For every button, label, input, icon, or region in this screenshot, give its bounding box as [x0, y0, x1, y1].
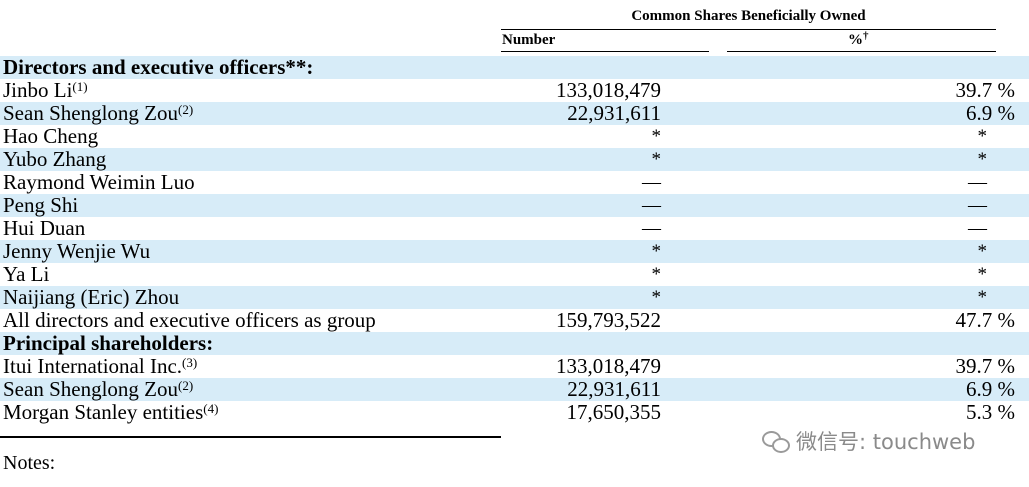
shares-percent: 39.7 % — [955, 354, 1016, 378]
holder-name: Naijiang (Eric) Zhou — [3, 286, 179, 309]
percent-symbol: % — [848, 32, 863, 48]
holder-name-text: Directors and executive officers**: — [3, 55, 314, 79]
footnote-ref: (2) — [177, 102, 194, 117]
holder-name: All directors and executive officers as … — [3, 309, 376, 332]
table-row: Sean Shenglong Zou(2) 22,931,611 6.9 % — [0, 378, 1029, 401]
footnote-ref: (4) — [203, 401, 219, 416]
shares-percent: 47.7 % — [955, 308, 1016, 332]
notes-heading: Notes: — [3, 452, 56, 474]
column-group-title: Common Shares Beneficially Owned — [631, 8, 866, 24]
column-header-number: Number — [502, 32, 556, 48]
shares-percent: * — [977, 126, 988, 147]
holder-name: Hao Cheng — [3, 125, 98, 148]
shares-number: 17,650,355 — [566, 400, 662, 424]
holder-name-text: Raymond Weimin Luo — [3, 170, 195, 194]
holder-name: Morgan Stanley entities(4) — [3, 401, 218, 426]
holder-name: Jinbo Li(1) — [3, 79, 88, 104]
holder-name-text: Jinbo Li — [3, 78, 73, 102]
footnote-ref: (3) — [182, 355, 198, 370]
holder-name: Sean Shenglong Zou(2) — [3, 378, 193, 403]
shares-number: * — [651, 149, 662, 170]
table-row: Naijiang (Eric) Zhou * * — [0, 286, 1029, 309]
shares-number: 159,793,522 — [556, 308, 661, 332]
shares-number: 22,931,611 — [567, 377, 661, 401]
section-row: Directors and executive officers**: — [0, 56, 1029, 79]
holder-name: Sean Shenglong Zou(2) — [3, 102, 193, 127]
holder-name-text: Itui International Inc. — [3, 354, 183, 378]
table-row: Hui Duan — — — [0, 217, 1029, 240]
holder-name-text: Ya Li — [3, 262, 50, 286]
section-row: Principal shareholders: — [0, 332, 1029, 355]
table-row: Peng Shi — — — [0, 194, 1029, 217]
holder-name-text: Naijiang (Eric) Zhou — [3, 285, 180, 309]
holder-name: Yubo Zhang — [3, 148, 106, 171]
shares-number: * — [651, 287, 662, 308]
table-row: Yubo Zhang * * — [0, 148, 1029, 171]
section-heading: Directors and executive officers**: — [3, 56, 313, 79]
group-title-rule — [501, 29, 996, 30]
number-header-rule — [501, 51, 709, 52]
holder-name-text: Jenny Wenjie Wu — [3, 239, 151, 263]
shares-number: — — [642, 195, 661, 216]
table-row: Sean Shenglong Zou(2) 22,931,611 6.9 % — [0, 102, 1029, 125]
holder-name-text: Hao Cheng — [3, 124, 99, 148]
holder-name-text: Hui Duan — [3, 216, 86, 240]
percent-header-rule — [727, 51, 996, 52]
shares-number: — — [642, 172, 661, 193]
shares-percent: — — [968, 195, 987, 216]
holder-name: Ya Li — [3, 263, 49, 286]
watermark: 微信号: touchweb — [762, 426, 975, 456]
shares-percent: 6.9 % — [966, 377, 1015, 401]
shares-number: * — [651, 264, 662, 285]
shares-percent: — — [968, 172, 987, 193]
holder-name: Raymond Weimin Luo — [3, 171, 195, 194]
table-row: All directors and executive officers as … — [0, 309, 1029, 332]
percent-dagger: † — [863, 30, 869, 42]
footnote-ref: (1) — [72, 79, 88, 94]
holder-name: Peng Shi — [3, 194, 78, 217]
table-bottom-rule — [0, 436, 501, 438]
holder-name-text: Peng Shi — [3, 193, 79, 217]
shares-percent: — — [968, 218, 987, 239]
shares-percent: 6.9 % — [966, 101, 1015, 125]
shares-number: * — [651, 126, 662, 147]
watermark-text: 微信号: touchweb — [796, 430, 976, 454]
holder-name-text: All directors and executive officers as … — [3, 308, 376, 332]
holder-name-text: Morgan Stanley entities — [3, 400, 204, 424]
shares-percent: * — [977, 287, 988, 308]
table-row: Jenny Wenjie Wu * * — [0, 240, 1029, 263]
shares-percent: * — [977, 264, 988, 285]
holder-name-text: Principal shareholders: — [3, 331, 214, 355]
table-row: Raymond Weimin Luo — — — [0, 171, 1029, 194]
footnote-ref: (2) — [177, 378, 194, 393]
shares-number: 133,018,479 — [556, 354, 661, 378]
table-row: Jinbo Li(1) 133,018,479 39.7 % — [0, 79, 1029, 102]
column-header-percent: %† — [848, 30, 869, 49]
shares-percent: * — [977, 149, 988, 170]
shares-number: — — [642, 218, 661, 239]
holder-name-text: Yubo Zhang — [3, 147, 107, 171]
holder-name-text: Sean Shenglong Zou — [3, 377, 178, 401]
holder-name: Jenny Wenjie Wu — [3, 240, 150, 263]
shares-percent: 39.7 % — [955, 78, 1016, 102]
section-heading: Principal shareholders: — [3, 332, 213, 355]
shares-number: 22,931,611 — [567, 101, 661, 125]
shares-percent: * — [977, 241, 988, 262]
shares-number: 133,018,479 — [556, 78, 661, 102]
holder-name: Itui International Inc.(3) — [3, 355, 197, 380]
table-row: Itui International Inc.(3) 133,018,479 39.… — [0, 355, 1029, 378]
shares-number: * — [651, 241, 662, 262]
shares-percent: 5.3 % — [966, 400, 1015, 424]
table-row: Hao Cheng * * — [0, 125, 1029, 148]
holder-name-text: Sean Shenglong Zou — [3, 101, 178, 125]
wechat-icon — [762, 429, 790, 453]
table-row: Ya Li * * — [0, 263, 1029, 286]
holder-name: Hui Duan — [3, 217, 85, 240]
table-row: Morgan Stanley entities(4) 17,650,355 5.3 … — [0, 401, 1029, 424]
